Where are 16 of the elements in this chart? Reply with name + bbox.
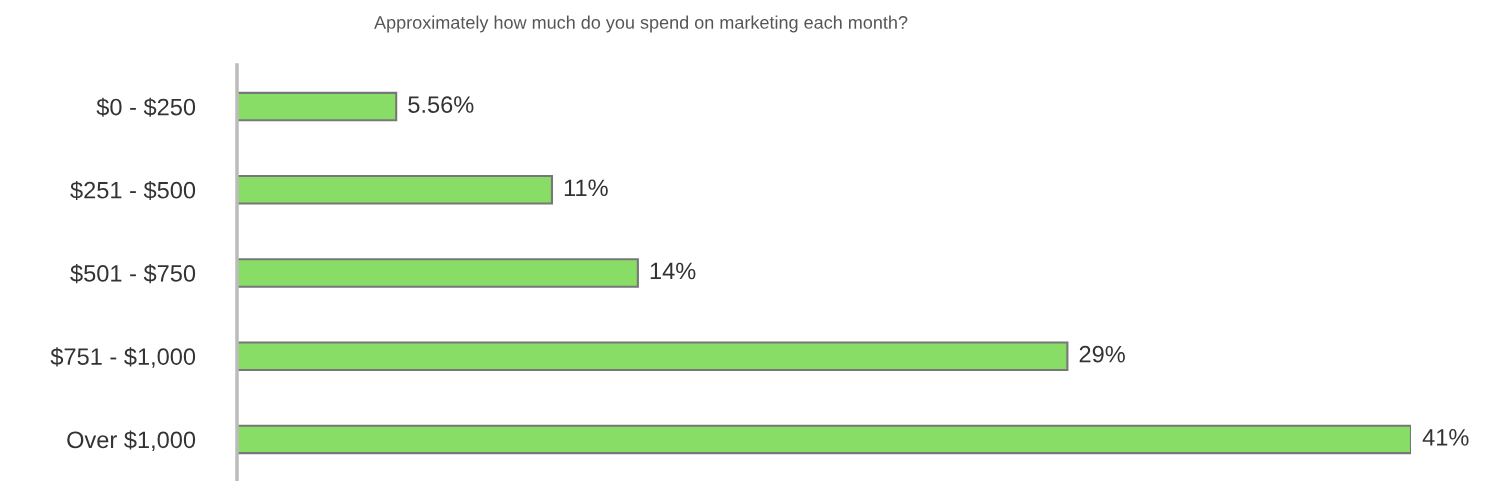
y-tick-label: Over $1,000 (67, 430, 196, 451)
y-tick-label: $0 - $250 (96, 97, 196, 117)
data-label: 5.56% (408, 96, 474, 113)
bar (237, 91, 398, 122)
chart-title: Approximately how much do you spend on marketing each month? (374, 15, 908, 33)
y-tick-label: $501 - $750 (70, 264, 196, 284)
bar (237, 258, 639, 288)
bar (237, 341, 1069, 371)
data-label: 11% (564, 179, 608, 197)
data-label: 41% (1422, 429, 1469, 446)
data-label: 29% (1079, 345, 1125, 363)
data-label: 14% (650, 262, 696, 280)
y-tick-label: $751 - $1,000 (50, 347, 196, 368)
y-tick-label: $251 - $500 (70, 180, 196, 200)
bar (237, 424, 1411, 455)
bar (237, 175, 554, 205)
